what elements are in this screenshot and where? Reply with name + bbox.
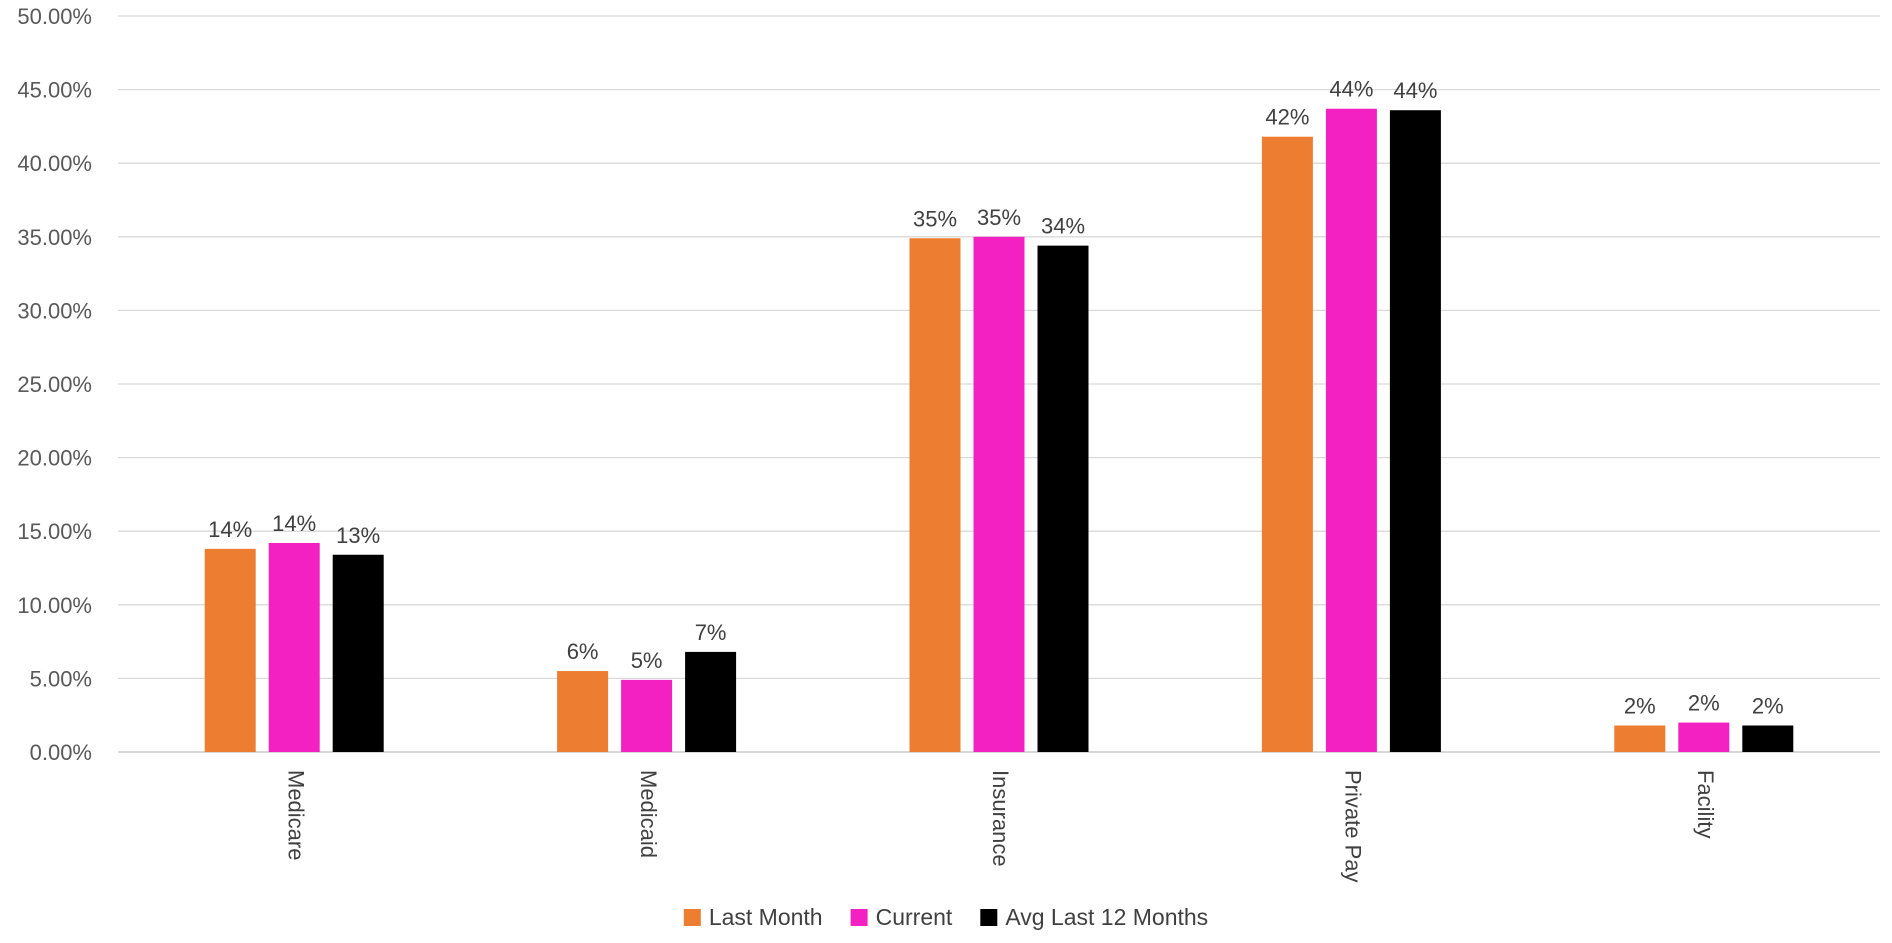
y-tick-label: 45.00%	[17, 78, 92, 103]
bar-avg-last-12-months-medicaid	[685, 651, 737, 752]
bar-last-month-facility	[1614, 725, 1666, 752]
y-tick-label: 0.00%	[30, 740, 92, 765]
y-tick-label: 50.00%	[17, 4, 92, 29]
legend-swatch	[683, 909, 701, 926]
y-tick-label: 40.00%	[17, 151, 92, 176]
legend-swatch	[980, 909, 998, 926]
category-label-facility: Facility	[1693, 770, 1718, 838]
data-labels: 14% 14% 13% 6% 5% 7% 35% 35% 34% 42% 44% 44% 2% 2% 2%	[208, 77, 1784, 719]
legend-label: Avg Last 12 Months	[1005, 904, 1208, 930]
data-label: 13%	[336, 523, 380, 548]
y-tick-label: 25.00%	[17, 372, 92, 397]
category-label-private-pay: Private Pay	[1341, 770, 1366, 883]
legend-label: Current	[876, 904, 953, 930]
bar-avg-last-12-months-facility	[1742, 725, 1794, 752]
x-axis-category-labels: Medicare Medicaid Insurance Private Pay Faci…	[283, 770, 1718, 883]
bar-current-medicaid	[621, 679, 673, 752]
bars	[204, 108, 1794, 753]
category-label-medicaid: Medicaid	[636, 770, 661, 858]
data-label: 2%	[1688, 691, 1720, 716]
data-label: 5%	[631, 648, 663, 673]
y-axis-tick-labels: 0.00% 5.00% 10.00% 15.00% 20.00% 25.00% 30.00%…	[17, 4, 92, 765]
legend-item-last-month: Last Month	[683, 904, 823, 930]
legend-item-current: Current	[850, 904, 953, 930]
data-label: 6%	[567, 639, 599, 664]
bar-current-insurance	[973, 236, 1025, 753]
category-label-medicare: Medicare	[283, 770, 308, 860]
bar-avg-last-12-months-insurance	[1037, 245, 1089, 752]
data-label: 14%	[208, 517, 252, 542]
bar-current-facility	[1678, 722, 1730, 752]
y-tick-label: 20.00%	[17, 446, 92, 471]
data-label: 44%	[1329, 77, 1373, 102]
y-tick-label: 35.00%	[17, 225, 92, 250]
bar-last-month-insurance	[909, 238, 961, 753]
legend-swatch	[850, 909, 868, 926]
legend: Last Month Current Avg Last 12 Months	[683, 904, 1208, 930]
bar-last-month-medicare	[204, 548, 256, 752]
legend-item-avg-last-12-months: Avg Last 12 Months	[980, 904, 1208, 930]
data-label: 2%	[1752, 694, 1784, 719]
y-tick-label: 15.00%	[17, 519, 92, 544]
bar-last-month-private-pay	[1261, 136, 1313, 753]
data-label: 7%	[695, 620, 727, 645]
bar-avg-last-12-months-private-pay	[1389, 110, 1441, 752]
data-label: 35%	[977, 205, 1021, 230]
y-tick-label: 5.00%	[30, 666, 92, 691]
data-label: 2%	[1624, 694, 1656, 719]
legend-label: Last Month	[709, 904, 823, 930]
data-label: 14%	[272, 511, 316, 536]
category-label-insurance: Insurance	[988, 770, 1013, 867]
y-tick-label: 10.00%	[17, 593, 92, 618]
bar-current-private-pay	[1325, 108, 1377, 752]
data-label: 35%	[913, 206, 957, 231]
data-label: 42%	[1265, 105, 1309, 130]
bar-current-medicare	[268, 542, 320, 752]
y-tick-label: 30.00%	[17, 298, 92, 323]
data-label: 44%	[1393, 78, 1437, 103]
data-label: 34%	[1041, 214, 1085, 239]
bar-last-month-medicaid	[557, 671, 609, 752]
bar-avg-last-12-months-medicare	[332, 554, 384, 752]
